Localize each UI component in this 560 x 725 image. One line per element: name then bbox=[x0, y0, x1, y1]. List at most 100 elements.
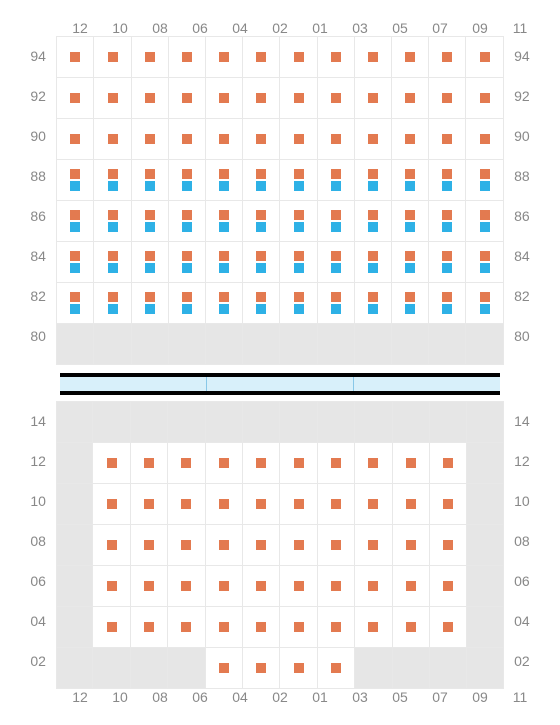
seat-marker[interactable] bbox=[405, 263, 415, 273]
seat-marker[interactable] bbox=[145, 169, 155, 179]
seat-marker[interactable] bbox=[145, 263, 155, 273]
seat-marker[interactable] bbox=[331, 134, 341, 144]
seat-cell[interactable] bbox=[57, 160, 94, 201]
seat-cell[interactable] bbox=[206, 160, 243, 201]
seat-cell[interactable] bbox=[466, 160, 503, 201]
seat-marker[interactable] bbox=[70, 93, 80, 103]
seat-marker[interactable] bbox=[219, 93, 229, 103]
seat-cell[interactable] bbox=[94, 119, 131, 160]
seat-cell[interactable] bbox=[243, 607, 280, 648]
seat-marker[interactable] bbox=[480, 222, 490, 232]
seat-marker[interactable] bbox=[405, 169, 415, 179]
seat-marker[interactable] bbox=[219, 134, 229, 144]
seat-marker[interactable] bbox=[480, 304, 490, 314]
seat-marker[interactable] bbox=[256, 93, 266, 103]
seat-marker[interactable] bbox=[219, 210, 229, 220]
seat-marker[interactable] bbox=[294, 222, 304, 232]
seat-cell[interactable] bbox=[280, 201, 317, 242]
seat-marker[interactable] bbox=[70, 292, 80, 302]
seat-cell[interactable] bbox=[93, 525, 130, 566]
seat-cell[interactable] bbox=[243, 78, 280, 119]
seat-marker[interactable] bbox=[294, 663, 304, 673]
seat-marker[interactable] bbox=[145, 210, 155, 220]
seat-cell[interactable] bbox=[131, 283, 168, 324]
seat-marker[interactable] bbox=[406, 581, 416, 591]
seat-cell[interactable] bbox=[391, 201, 428, 242]
seat-marker[interactable] bbox=[331, 499, 341, 509]
seat-marker[interactable] bbox=[107, 581, 117, 591]
seat-marker[interactable] bbox=[331, 222, 341, 232]
seat-marker[interactable] bbox=[480, 263, 490, 273]
seat-cell[interactable] bbox=[466, 242, 503, 283]
seat-marker[interactable] bbox=[405, 181, 415, 191]
seat-marker[interactable] bbox=[219, 181, 229, 191]
seat-cell[interactable] bbox=[280, 648, 317, 689]
seat-cell[interactable] bbox=[317, 648, 354, 689]
seat-marker[interactable] bbox=[70, 134, 80, 144]
seat-cell[interactable] bbox=[466, 37, 503, 78]
seat-cell[interactable] bbox=[430, 607, 467, 648]
seat-cell[interactable] bbox=[57, 283, 94, 324]
seat-marker[interactable] bbox=[442, 169, 452, 179]
seat-marker[interactable] bbox=[294, 210, 304, 220]
seat-cell[interactable] bbox=[317, 566, 354, 607]
seat-cell[interactable] bbox=[94, 242, 131, 283]
seat-marker[interactable] bbox=[405, 292, 415, 302]
seat-cell[interactable] bbox=[280, 484, 317, 525]
seat-marker[interactable] bbox=[480, 292, 490, 302]
seat-cell[interactable] bbox=[168, 566, 205, 607]
seat-marker[interactable] bbox=[405, 251, 415, 261]
seat-marker[interactable] bbox=[108, 210, 118, 220]
seat-cell[interactable] bbox=[392, 566, 429, 607]
seat-marker[interactable] bbox=[294, 251, 304, 261]
seat-marker[interactable] bbox=[331, 181, 341, 191]
seat-marker[interactable] bbox=[219, 263, 229, 273]
seat-cell[interactable] bbox=[317, 37, 354, 78]
seat-cell[interactable] bbox=[391, 37, 428, 78]
seat-marker[interactable] bbox=[219, 304, 229, 314]
seat-marker[interactable] bbox=[107, 458, 117, 468]
seat-marker[interactable] bbox=[219, 458, 229, 468]
seat-cell[interactable] bbox=[430, 566, 467, 607]
seat-cell[interactable] bbox=[280, 37, 317, 78]
seat-cell[interactable] bbox=[355, 566, 392, 607]
seat-marker[interactable] bbox=[70, 304, 80, 314]
seat-cell[interactable] bbox=[130, 484, 167, 525]
seat-cell[interactable] bbox=[243, 484, 280, 525]
seat-cell[interactable] bbox=[94, 37, 131, 78]
seat-marker[interactable] bbox=[368, 458, 378, 468]
seat-cell[interactable] bbox=[429, 242, 466, 283]
seat-cell[interactable] bbox=[206, 119, 243, 160]
seat-marker[interactable] bbox=[108, 169, 118, 179]
seat-cell[interactable] bbox=[317, 484, 354, 525]
seat-cell[interactable] bbox=[168, 242, 205, 283]
seat-cell[interactable] bbox=[466, 78, 503, 119]
seat-marker[interactable] bbox=[256, 663, 266, 673]
seat-marker[interactable] bbox=[406, 540, 416, 550]
seat-marker[interactable] bbox=[256, 292, 266, 302]
seat-cell[interactable] bbox=[205, 648, 242, 689]
seat-marker[interactable] bbox=[182, 134, 192, 144]
seat-cell[interactable] bbox=[243, 525, 280, 566]
seat-cell[interactable] bbox=[354, 242, 391, 283]
seat-marker[interactable] bbox=[331, 263, 341, 273]
seat-cell[interactable] bbox=[168, 607, 205, 648]
seat-marker[interactable] bbox=[368, 263, 378, 273]
seat-marker[interactable] bbox=[182, 304, 192, 314]
seat-marker[interactable] bbox=[442, 292, 452, 302]
seat-marker[interactable] bbox=[144, 458, 154, 468]
seat-marker[interactable] bbox=[144, 499, 154, 509]
seat-marker[interactable] bbox=[331, 169, 341, 179]
seat-marker[interactable] bbox=[331, 210, 341, 220]
seat-marker[interactable] bbox=[219, 251, 229, 261]
seat-cell[interactable] bbox=[280, 283, 317, 324]
seat-marker[interactable] bbox=[256, 169, 266, 179]
seat-cell[interactable] bbox=[354, 37, 391, 78]
seat-cell[interactable] bbox=[392, 525, 429, 566]
seat-cell[interactable] bbox=[355, 607, 392, 648]
seat-marker[interactable] bbox=[107, 540, 117, 550]
seat-marker[interactable] bbox=[294, 181, 304, 191]
seat-marker[interactable] bbox=[294, 540, 304, 550]
seat-marker[interactable] bbox=[442, 210, 452, 220]
seat-marker[interactable] bbox=[368, 251, 378, 261]
